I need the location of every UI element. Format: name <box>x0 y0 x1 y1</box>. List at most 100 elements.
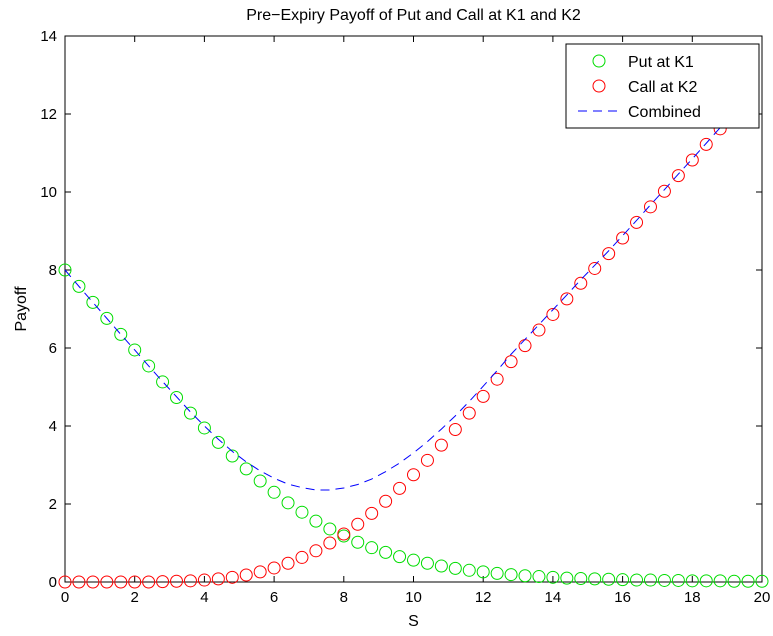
data-point <box>643 200 657 214</box>
data-point <box>434 559 448 573</box>
data-point <box>504 568 518 582</box>
legend-label: Put at K1 <box>628 54 694 71</box>
data-point <box>239 462 253 476</box>
x-tick-label: 8 <box>340 589 348 606</box>
data-point <box>448 423 462 437</box>
x-tick-label: 0 <box>61 589 69 606</box>
y-tick-label: 12 <box>40 106 57 123</box>
data-point <box>379 545 393 559</box>
data-point <box>630 215 644 229</box>
data-point <box>211 572 225 586</box>
data-point <box>197 573 211 587</box>
data-point <box>281 556 295 570</box>
data-point <box>657 573 671 587</box>
data-point <box>560 292 574 306</box>
series-combined <box>64 112 735 491</box>
legend-label: Call at K2 <box>628 79 697 96</box>
data-point <box>183 574 197 588</box>
chart-title: Pre−Expiry Payoff of Put and Call at K1 … <box>246 7 581 24</box>
data-point <box>337 527 351 541</box>
data-point <box>267 485 281 499</box>
y-axis-label: Payoff <box>13 286 30 332</box>
data-point <box>323 522 337 536</box>
x-axis-ticks: 0 2 4 6 8 10 12 14 16 18 20 <box>61 36 771 606</box>
x-tick-label: 16 <box>614 589 631 606</box>
data-point <box>295 505 309 519</box>
data-point <box>393 550 407 564</box>
series-layer <box>58 106 769 589</box>
data-point <box>142 575 156 589</box>
data-point <box>616 231 630 245</box>
data-point <box>393 481 407 495</box>
legend-item: Call at K2 <box>592 79 697 96</box>
series-put-at-k1 <box>58 263 769 588</box>
data-point <box>490 566 504 580</box>
data-point <box>128 343 142 357</box>
legend-items: Put at K1 Call at K2 Combined <box>578 54 701 121</box>
data-point <box>156 575 170 589</box>
data-point <box>128 575 142 589</box>
data-point <box>574 276 588 290</box>
data-point <box>476 565 490 579</box>
data-point <box>309 544 323 558</box>
legend-box <box>565 43 760 129</box>
data-point <box>685 153 699 167</box>
legend-item: Combined <box>578 104 701 121</box>
legend-marker <box>592 54 606 68</box>
data-point <box>351 517 365 531</box>
y-tick-label: 8 <box>49 262 57 279</box>
data-point <box>211 435 225 449</box>
data-point <box>239 568 253 582</box>
data-point <box>407 553 420 567</box>
legend: Put at K1 Call at K2 Combined <box>565 43 760 129</box>
data-point <box>434 438 448 452</box>
data-point <box>727 574 741 588</box>
data-point <box>671 573 685 587</box>
y-tick-label: 2 <box>49 496 57 513</box>
y-tick-label: 0 <box>49 574 57 591</box>
data-point <box>197 421 211 435</box>
data-point <box>657 184 671 198</box>
data-point <box>170 574 184 588</box>
x-tick-label: 10 <box>405 589 422 606</box>
y-axis-ticks: 0 2 4 6 8 10 12 14 <box>40 28 762 591</box>
data-point <box>560 571 574 585</box>
data-point <box>281 496 295 510</box>
data-point <box>518 569 532 583</box>
series-call-at-k2 <box>58 106 741 589</box>
data-point <box>253 474 267 488</box>
legend-label: Combined <box>628 104 701 121</box>
data-point <box>574 571 588 585</box>
data-point <box>114 327 128 341</box>
data-point <box>86 295 100 309</box>
data-point <box>588 261 602 275</box>
data-point <box>100 575 114 589</box>
data-point <box>643 573 657 587</box>
data-point <box>86 575 100 589</box>
data-point <box>156 375 170 389</box>
data-point <box>602 572 616 586</box>
data-point <box>58 263 72 277</box>
data-point <box>72 575 86 589</box>
y-tick-label: 14 <box>40 28 57 45</box>
legend-marker <box>592 79 606 93</box>
x-tick-label: 20 <box>754 589 771 606</box>
x-tick-label: 2 <box>131 589 139 606</box>
data-point <box>546 570 560 584</box>
data-point <box>602 247 616 261</box>
data-point <box>170 391 184 405</box>
data-point <box>295 550 309 564</box>
data-point <box>476 389 490 403</box>
data-point <box>741 574 755 588</box>
y-tick-label: 10 <box>40 184 57 201</box>
legend-item: Put at K1 <box>592 54 694 71</box>
data-point <box>532 570 546 584</box>
series-line <box>64 112 735 491</box>
data-point <box>379 494 393 508</box>
data-point <box>142 359 156 373</box>
data-point <box>713 574 727 588</box>
data-point <box>309 514 323 528</box>
data-point <box>58 575 72 589</box>
data-point <box>365 541 379 555</box>
data-point <box>225 449 239 463</box>
